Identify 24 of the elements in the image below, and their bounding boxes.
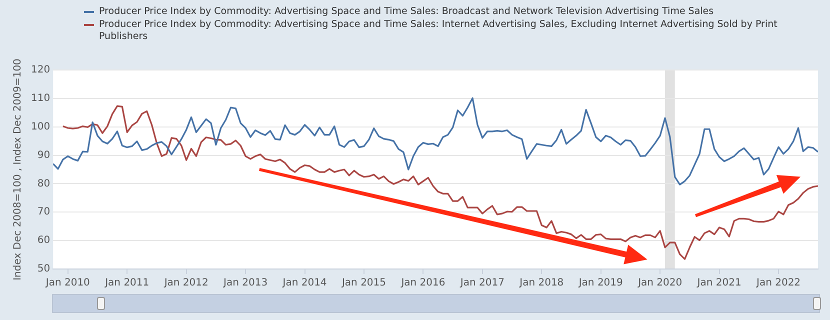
y-axis-title: Index Dec 2008=100 , Index Dec 2009=100	[12, 58, 24, 280]
x-tick-label: Jan 2021	[696, 278, 742, 289]
y-tick-label: 60	[37, 235, 50, 246]
x-tick-label: Jan 2017	[459, 278, 504, 289]
x-tick-label: Jan 2020	[637, 278, 682, 289]
x-tick-label: Jan 2012	[163, 278, 208, 289]
x-tick-label: Jan 2011	[104, 278, 150, 289]
y-tick-label: 120	[30, 64, 50, 76]
x-tick-label: Jan 2010	[44, 278, 90, 289]
legend-label: Producer Price Index by Commodity: Advertising Space and Time Sales: Internet Advertising Sales, Excluding Internet Advertising Sold by Print Publishers	[99, 18, 778, 44]
legend-label: Producer Price Index by Commodity: Advertising Space and Time Sales: Broadcast and Network Television Advertising Time Sales	[99, 6, 714, 18]
x-tick-label: Jan 2019	[578, 278, 623, 289]
y-tick-label: 100	[30, 121, 50, 132]
x-tick-label: Jan 2015	[340, 278, 386, 289]
x-tick-label: Jan 2014	[282, 278, 327, 289]
x-tick-label: Jan 2022	[755, 278, 801, 289]
x-tick-label: Jan 2013	[222, 278, 268, 289]
x-tick-label: Jan 2018	[518, 278, 564, 289]
y-tick-label: 50	[37, 264, 50, 275]
y-tick-label: 90	[37, 150, 50, 161]
y-tick-label: 110	[30, 93, 50, 104]
y-tick-label: 80	[37, 178, 50, 190]
y-tick-label: 70	[37, 206, 50, 218]
x-tick-label: Jan 2016	[400, 278, 446, 289]
